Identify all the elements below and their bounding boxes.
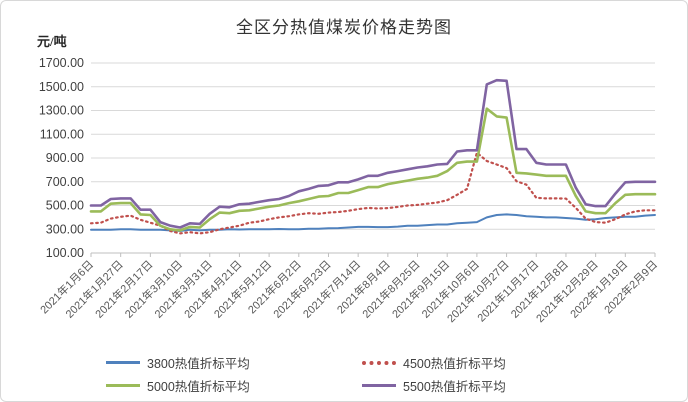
legend-item-3800: 3800热值折标平均 [106,353,326,372]
x-tick-label: 2021年1月6日 [37,257,96,316]
y-tick-label: 1500.00 [39,80,84,94]
legend-label: 4500热值折标平均 [403,357,506,371]
legend-label: 5500热值折标平均 [403,380,506,394]
legend: 3800热值折标平均 4500热值折标平均 5000热值折标平均 5500热值折标平均 [1,353,687,395]
legend-line-sample [106,361,140,364]
legend-line-sample [362,384,396,387]
y-tick-label: 300.00 [46,222,84,236]
chart-title: 全区分热值煤炭价格走势图 [236,18,452,37]
legend-line-sample [362,360,396,365]
series-line-5500 [89,78,657,229]
legend-item-5500: 5500热值折标平均 [362,376,582,395]
legend-label: 3800热值折标平均 [147,357,250,371]
legend-row: 5000热值折标平均 5500热值折标平均 [106,376,582,395]
legend-item-5000: 5000热值折标平均 [106,376,326,395]
y-tick-label: 500.00 [46,199,84,213]
legend-row: 3800热值折标平均 4500热值折标平均 [106,353,582,372]
legend-label: 5000热值折标平均 [147,380,250,394]
series-line-3800 [90,213,656,232]
y-tick-label: 700.00 [46,175,84,189]
y-axis-unit-label: 元/吨 [37,34,67,49]
y-tick-label: 900.00 [46,151,84,165]
y-tick-label: 1100.00 [40,127,84,141]
plot-area: 100.00 300.00 500.00 700.00 900.00 1100.00 130… [37,56,660,325]
series-line-5000 [89,107,657,232]
legend-item-4500: 4500热值折标平均 [362,353,582,372]
y-tick-label: 1700.00 [39,56,84,70]
legend-line-sample [106,384,140,387]
y-tick-label: 1300.00 [39,104,84,118]
y-tick-label: 100.00 [46,246,84,260]
series-line-4500 [89,151,657,235]
